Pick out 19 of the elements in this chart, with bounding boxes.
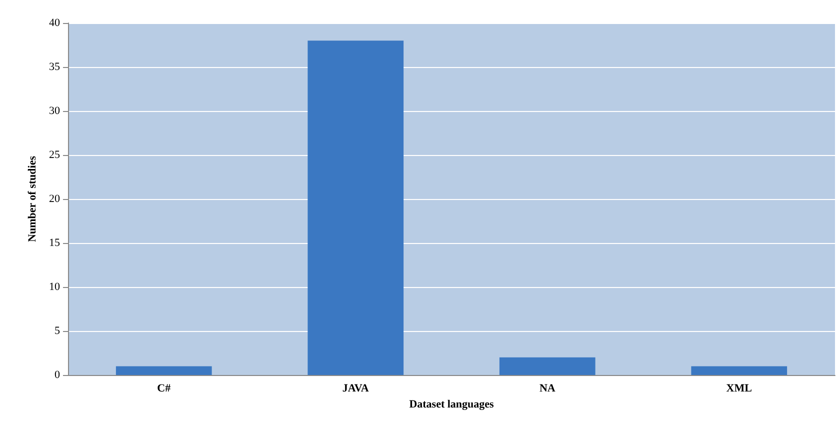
bar <box>499 357 596 375</box>
y-tick-label: 0 <box>54 369 60 381</box>
y-axis-title: Number of studies <box>26 155 38 242</box>
y-tick-label: 10 <box>49 281 60 293</box>
y-tick-label: 40 <box>49 17 60 29</box>
x-tick-label: XML <box>726 382 752 394</box>
y-tick-label: 35 <box>49 61 60 73</box>
x-tick-label: NA <box>539 382 556 394</box>
y-tick-label: 30 <box>49 105 60 117</box>
y-tick-label: 20 <box>49 193 60 205</box>
y-tick-label: 15 <box>49 237 60 249</box>
bar <box>116 366 212 375</box>
y-tick-label: 25 <box>49 149 60 161</box>
x-tick-label: JAVA <box>342 382 369 394</box>
bar <box>308 40 404 375</box>
y-tick-label: 5 <box>54 325 60 337</box>
x-axis-title: Dataset languages <box>409 398 495 410</box>
bar <box>691 366 788 375</box>
x-tick-label: C# <box>157 382 172 394</box>
